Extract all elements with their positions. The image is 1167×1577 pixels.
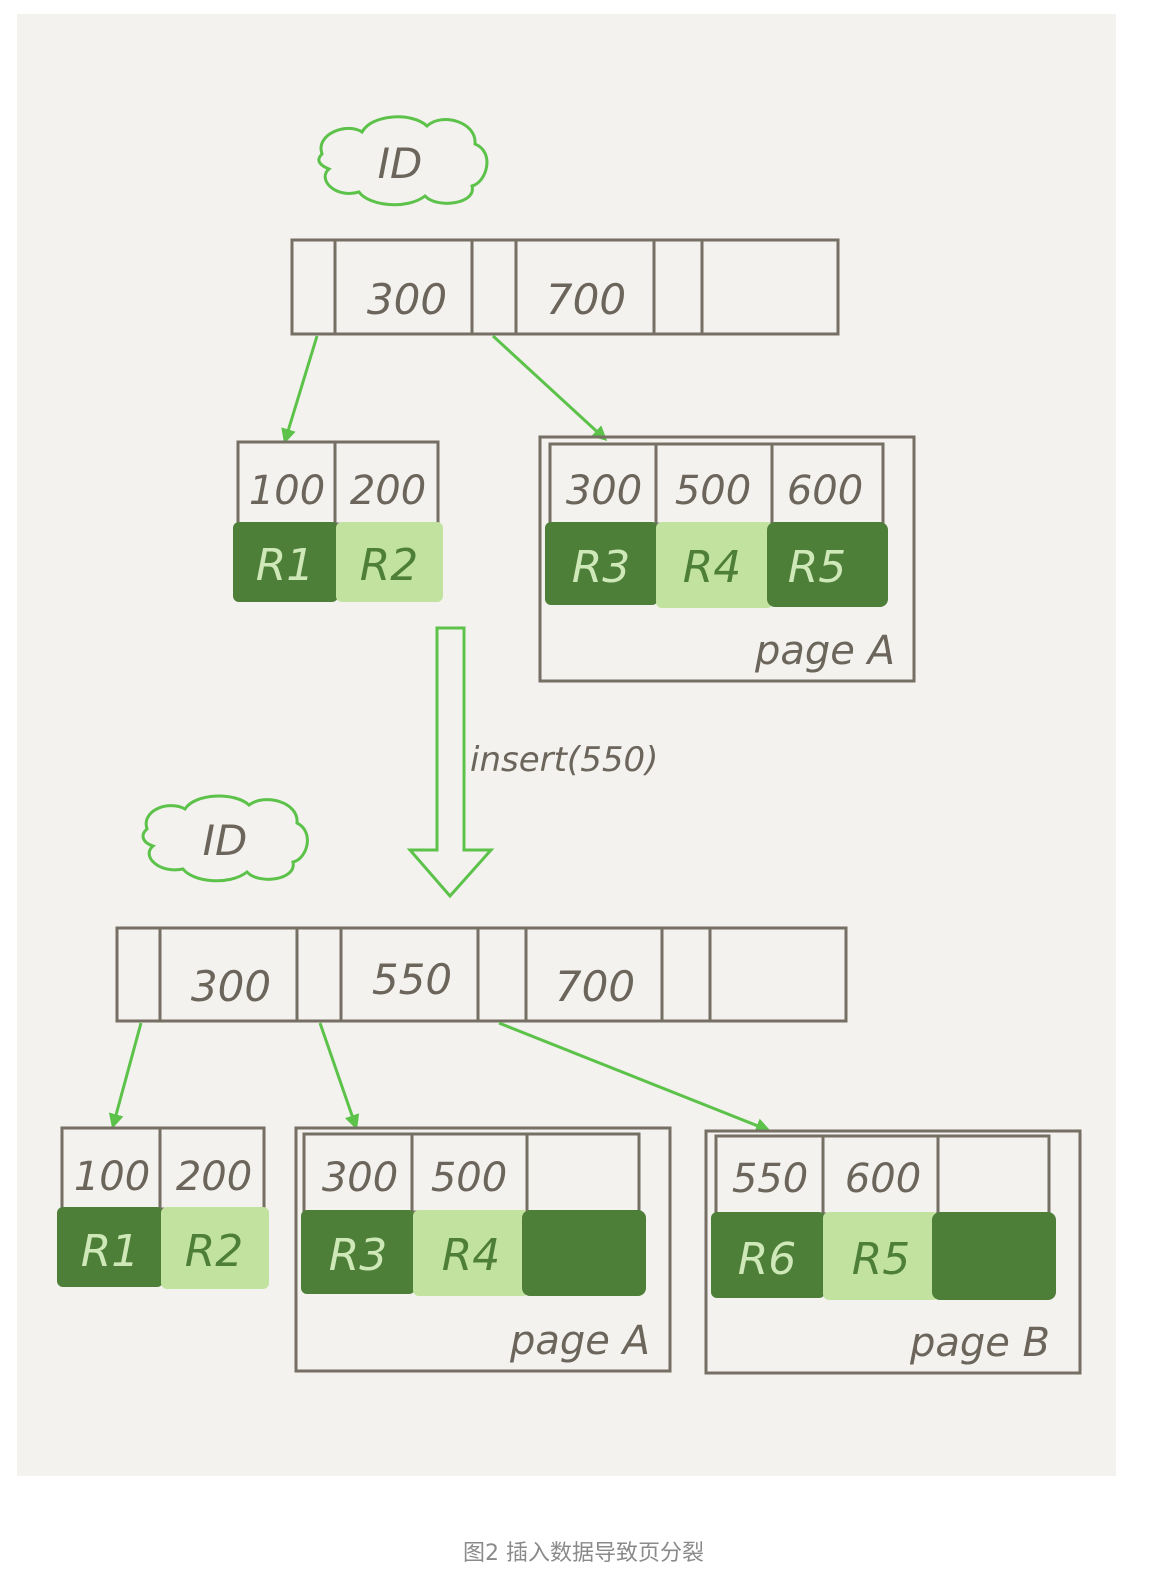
cloud-outline: [141, 794, 309, 883]
top-cloud-label: ID: [317, 115, 489, 207]
page-label: page A: [754, 628, 895, 674]
root-key: 550: [372, 955, 452, 1004]
leaf-key: 550: [732, 1156, 808, 1202]
leaf-key: 100: [74, 1154, 150, 1200]
insert-operation-label: insert(550): [470, 740, 658, 780]
root-key: 300: [191, 962, 271, 1011]
bottom-tree: ID 300 550 700 100 200 R1: [57, 794, 1082, 1375]
record-light: [656, 522, 773, 608]
record-dark: [545, 522, 658, 605]
bottom-leaf-2-page-a: 300 500 R3 R4 page A: [294, 1126, 672, 1373]
insert-transition: insert(550): [406, 626, 658, 899]
record-light: [336, 522, 443, 602]
top-leaf-2-page-a: 300 500 600 R3 R4 R5 page A: [538, 435, 916, 683]
pointer-arrow: [281, 335, 319, 444]
root-key: 300: [367, 275, 447, 324]
record-label: R1: [81, 1226, 140, 1277]
pointer-arrow: [318, 1022, 360, 1130]
btree-page-split-diagram: ID 300 700 100 200 R1 R2: [17, 14, 1116, 1476]
record-label: R2: [360, 540, 419, 591]
record-label: R1: [256, 540, 315, 591]
record-label: R3: [329, 1230, 388, 1281]
leaf-key: 200: [350, 468, 426, 514]
record-dark: [233, 522, 338, 602]
record-dark-empty: [522, 1210, 646, 1296]
bottom-cloud-label: ID: [141, 794, 309, 883]
leaf-key: 100: [249, 468, 325, 514]
cloud-outline: [317, 115, 489, 207]
record-label: R6: [738, 1234, 797, 1285]
leaf-key: 600: [787, 468, 863, 514]
root-label-id: ID: [378, 139, 423, 188]
top-root-node: 300 700: [290, 238, 840, 336]
root-label-id: ID: [203, 816, 248, 865]
leaf-key: 500: [675, 468, 751, 514]
record-label: R3: [572, 542, 631, 593]
pointer-arrow: [491, 334, 608, 442]
leaf-key: 500: [431, 1155, 507, 1201]
record-light: [413, 1210, 529, 1296]
record-dark: [57, 1207, 163, 1287]
page-label: page B: [909, 1320, 1050, 1366]
record-dark: [711, 1212, 825, 1298]
diagram-canvas: ID 300 700 100 200 R1 R2: [57, 115, 1082, 1375]
page-frame: [704, 1129, 1082, 1375]
record-dark-empty: [932, 1212, 1056, 1300]
record-dark: [301, 1210, 415, 1294]
record-light: [823, 1212, 939, 1300]
record-light: [161, 1207, 269, 1289]
leaf-key: 300: [322, 1155, 398, 1201]
record-label: R4: [442, 1230, 501, 1281]
leaf-key: 200: [176, 1154, 252, 1200]
bottom-leaf-3-page-b: 550 600 R6 R5 page B: [704, 1129, 1082, 1375]
down-arrow-icon: [406, 626, 495, 899]
root-key: 700: [546, 275, 626, 324]
figure-caption: 图2 插入数据导致页分裂: [463, 1541, 704, 1566]
record-label: R4: [683, 542, 742, 593]
bottom-root-node: 300 550 700: [115, 926, 848, 1023]
page-frame: [538, 435, 916, 683]
page-frame: [294, 1126, 672, 1373]
record-label: R2: [185, 1226, 244, 1277]
record-label: R5: [852, 1234, 911, 1285]
top-leaf-1: 100 200 R1 R2: [233, 440, 443, 602]
pointer-arrow: [108, 1022, 143, 1129]
page-label: page A: [509, 1318, 650, 1364]
record-dark: [767, 522, 888, 607]
top-tree: ID 300 700 100 200 R1 R2: [233, 115, 916, 683]
bottom-leaf-1: 100 200 R1 R2: [57, 1126, 269, 1289]
root-key: 700: [555, 962, 635, 1011]
record-label: R5: [788, 542, 847, 593]
leaf-key: 300: [566, 468, 642, 514]
pointer-arrow: [498, 1021, 771, 1133]
leaf-key: 600: [845, 1156, 921, 1202]
